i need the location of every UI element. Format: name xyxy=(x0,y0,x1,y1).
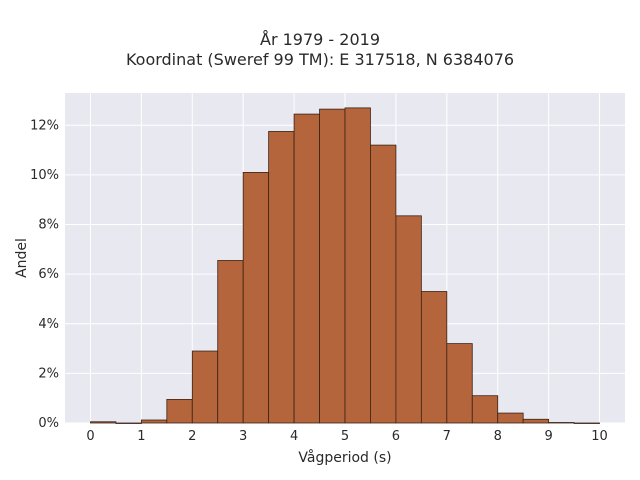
x-tick-label: 5 xyxy=(341,429,349,444)
histogram-bar xyxy=(140,419,168,424)
chart-subtitle: Koordinat (Sweref 99 TM): E 317518, N 63… xyxy=(125,50,515,69)
histogram-bar xyxy=(293,113,320,424)
histogram-bar xyxy=(573,422,600,424)
x-tick-label: 10 xyxy=(591,429,608,444)
histogram-bar xyxy=(395,215,422,424)
x-tick-label: 9 xyxy=(544,429,552,444)
chart-title: År 1979 - 2019 xyxy=(260,30,380,49)
histogram-bar xyxy=(497,412,524,424)
x-axis-ticks: 0 1 2 3 4 5 6 7 8 9 10 xyxy=(86,429,608,444)
histogram-bar xyxy=(191,350,219,424)
histogram-bar xyxy=(90,421,117,424)
histogram-bar xyxy=(217,260,244,424)
histogram-bar xyxy=(548,422,575,424)
histogram-bar xyxy=(319,108,346,424)
histogram-bar xyxy=(268,131,295,424)
y-tick-label: 12% xyxy=(30,118,59,133)
x-tick-label: 3 xyxy=(239,429,247,444)
x-tick-label: 1 xyxy=(137,429,145,444)
x-tick-label: 6 xyxy=(392,429,400,444)
histogram-bar xyxy=(420,291,448,424)
bars xyxy=(90,107,600,424)
histogram-bar xyxy=(115,422,142,424)
histogram-bar xyxy=(471,395,499,424)
histogram-bar xyxy=(166,399,193,424)
x-tick-label: 2 xyxy=(188,429,196,444)
x-tick-label: 8 xyxy=(494,429,502,444)
histogram-bar xyxy=(242,171,270,424)
histogram-bar xyxy=(446,343,473,424)
y-tick-label: 2% xyxy=(38,366,59,381)
histogram-bar xyxy=(344,107,371,424)
x-tick-label: 7 xyxy=(443,429,451,444)
x-tick-label: 0 xyxy=(86,429,94,444)
y-axis-label: Andel xyxy=(14,238,30,278)
y-tick-label: 0% xyxy=(38,416,59,431)
y-tick-label: 4% xyxy=(38,317,59,332)
y-tick-label: 6% xyxy=(38,267,59,282)
y-tick-label: 10% xyxy=(30,168,59,183)
histogram-bar xyxy=(522,418,550,424)
x-tick-label: 4 xyxy=(290,429,298,444)
x-axis-label: Vågperiod (s) xyxy=(298,449,391,466)
y-axis-ticks: 0% 2% 4% 6% 8% 10% 12% xyxy=(30,118,59,431)
y-tick-label: 8% xyxy=(38,218,59,233)
histogram-bar xyxy=(370,144,397,424)
